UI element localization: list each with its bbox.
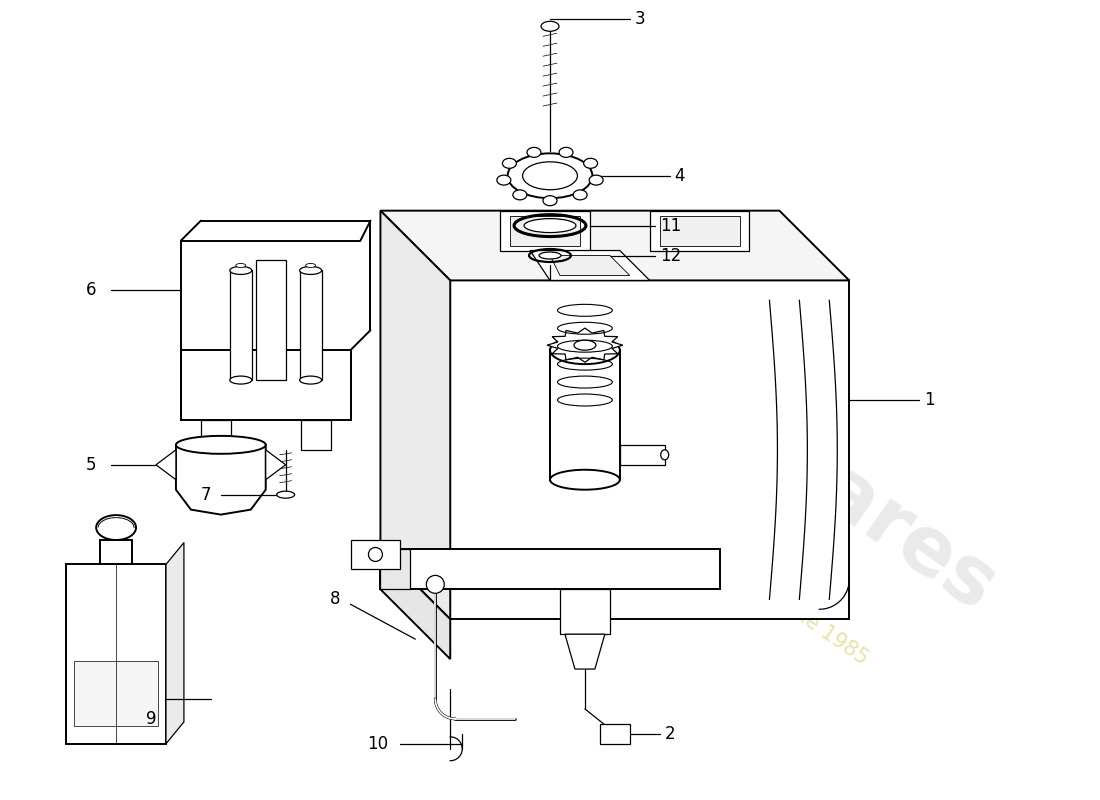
Polygon shape xyxy=(450,281,849,619)
Ellipse shape xyxy=(176,436,266,454)
Polygon shape xyxy=(550,350,619,480)
Ellipse shape xyxy=(573,190,587,200)
Text: 10: 10 xyxy=(367,735,388,753)
Polygon shape xyxy=(500,210,590,250)
Polygon shape xyxy=(650,210,749,250)
Polygon shape xyxy=(381,550,410,590)
Polygon shape xyxy=(299,270,321,380)
Polygon shape xyxy=(255,261,286,380)
Ellipse shape xyxy=(541,22,559,31)
Ellipse shape xyxy=(522,162,578,190)
Text: 11: 11 xyxy=(660,217,681,234)
Text: 5: 5 xyxy=(86,456,96,474)
Polygon shape xyxy=(230,270,252,380)
Ellipse shape xyxy=(559,147,573,158)
Polygon shape xyxy=(266,450,286,480)
Polygon shape xyxy=(66,565,166,744)
Bar xyxy=(74,661,158,726)
Ellipse shape xyxy=(306,263,316,267)
Polygon shape xyxy=(381,210,450,619)
Bar xyxy=(100,539,132,565)
Ellipse shape xyxy=(590,175,603,185)
Text: 2: 2 xyxy=(664,725,675,743)
Polygon shape xyxy=(166,542,184,744)
Polygon shape xyxy=(201,420,231,450)
Text: 8: 8 xyxy=(330,590,341,608)
Text: 1: 1 xyxy=(924,391,935,409)
Circle shape xyxy=(427,575,444,594)
Polygon shape xyxy=(530,250,650,281)
Circle shape xyxy=(368,547,383,562)
Polygon shape xyxy=(660,216,739,246)
Polygon shape xyxy=(619,445,664,465)
Polygon shape xyxy=(510,216,580,246)
Ellipse shape xyxy=(299,266,321,274)
Ellipse shape xyxy=(661,450,669,460)
Ellipse shape xyxy=(550,470,619,490)
Text: 7: 7 xyxy=(200,486,211,504)
Ellipse shape xyxy=(513,190,527,200)
Text: eurospares: eurospares xyxy=(549,272,1011,628)
Ellipse shape xyxy=(527,147,541,158)
Polygon shape xyxy=(180,350,351,420)
Polygon shape xyxy=(381,550,719,590)
Ellipse shape xyxy=(235,263,245,267)
Polygon shape xyxy=(565,634,605,669)
Text: 12: 12 xyxy=(660,246,681,265)
Polygon shape xyxy=(176,445,266,514)
Ellipse shape xyxy=(539,252,561,259)
Ellipse shape xyxy=(277,491,295,498)
Ellipse shape xyxy=(574,340,596,350)
Polygon shape xyxy=(381,210,849,281)
Polygon shape xyxy=(560,590,609,634)
Text: 9: 9 xyxy=(146,710,156,728)
Ellipse shape xyxy=(503,158,516,168)
Polygon shape xyxy=(550,255,630,275)
Ellipse shape xyxy=(230,376,252,384)
Ellipse shape xyxy=(497,175,510,185)
Polygon shape xyxy=(381,550,450,659)
Text: 4: 4 xyxy=(674,166,685,185)
Ellipse shape xyxy=(524,218,576,233)
Polygon shape xyxy=(600,724,630,744)
Text: 6: 6 xyxy=(86,282,96,299)
Text: 3: 3 xyxy=(635,10,646,28)
Polygon shape xyxy=(300,420,331,450)
Ellipse shape xyxy=(543,196,557,206)
Polygon shape xyxy=(547,328,623,362)
Ellipse shape xyxy=(507,154,593,198)
Ellipse shape xyxy=(230,266,252,274)
Polygon shape xyxy=(351,539,400,570)
Polygon shape xyxy=(156,450,176,480)
Ellipse shape xyxy=(550,336,619,364)
Ellipse shape xyxy=(584,158,597,168)
Text: a passion for porsche 1985: a passion for porsche 1985 xyxy=(628,490,871,669)
Ellipse shape xyxy=(299,376,321,384)
Ellipse shape xyxy=(96,515,136,540)
